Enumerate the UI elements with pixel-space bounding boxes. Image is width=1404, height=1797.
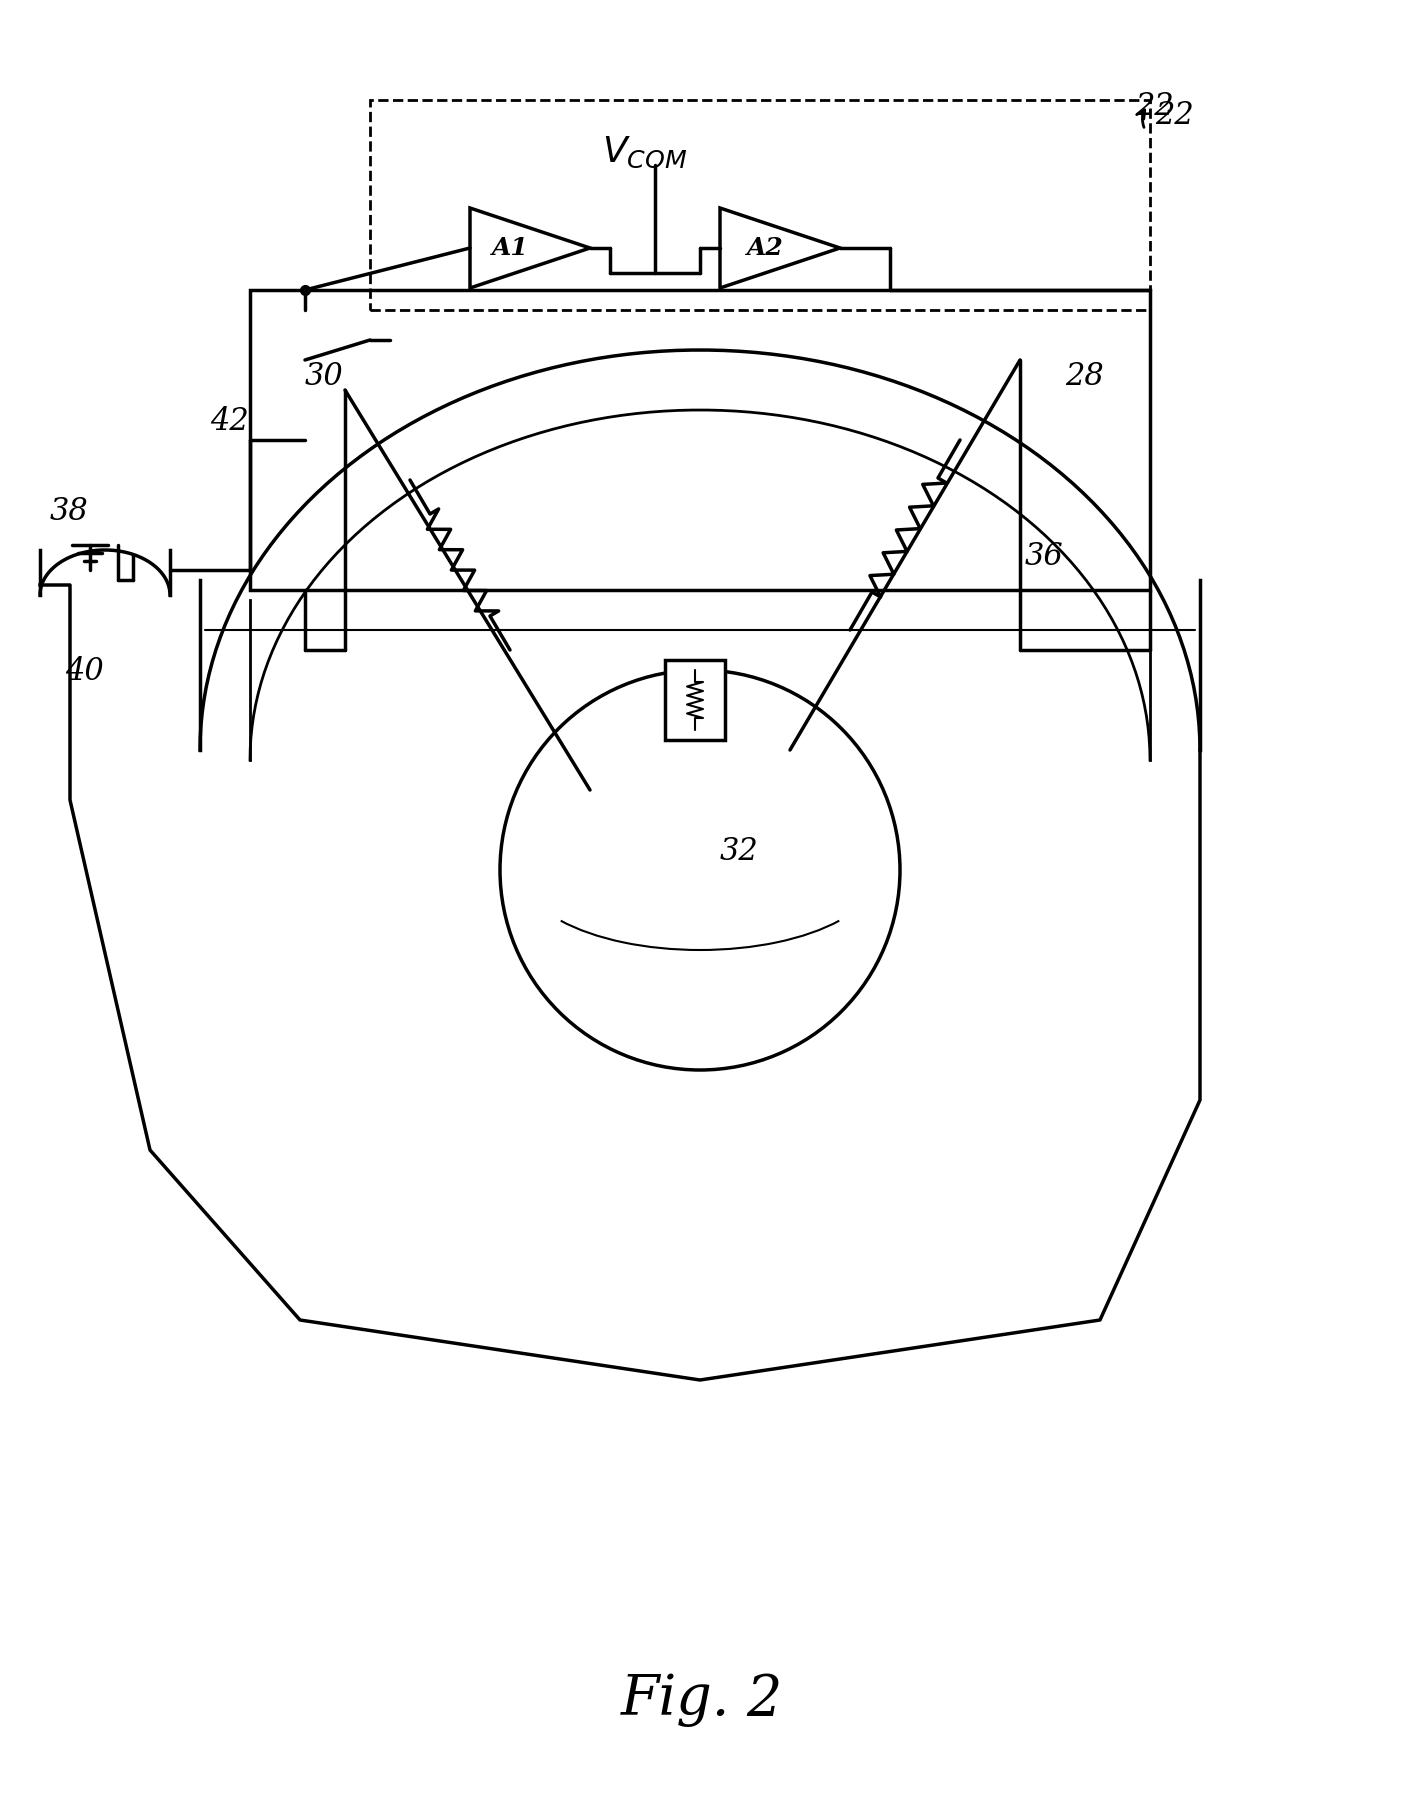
Text: 28: 28 xyxy=(1066,361,1104,392)
Text: 38: 38 xyxy=(51,496,88,527)
Text: $V_{COM}$: $V_{COM}$ xyxy=(602,135,688,169)
Text: Fig. 2: Fig. 2 xyxy=(621,1673,783,1727)
Text: 42: 42 xyxy=(211,406,249,437)
FancyArrowPatch shape xyxy=(1137,110,1144,128)
FancyBboxPatch shape xyxy=(665,659,724,740)
Text: 22: 22 xyxy=(1134,92,1174,122)
Text: 32: 32 xyxy=(720,836,758,866)
Text: A2: A2 xyxy=(747,235,783,261)
Text: 30: 30 xyxy=(305,361,344,392)
Text: 40: 40 xyxy=(65,656,104,686)
Text: A1: A1 xyxy=(491,235,528,261)
Text: 36: 36 xyxy=(1025,541,1064,571)
Text: 22: 22 xyxy=(1155,99,1193,131)
